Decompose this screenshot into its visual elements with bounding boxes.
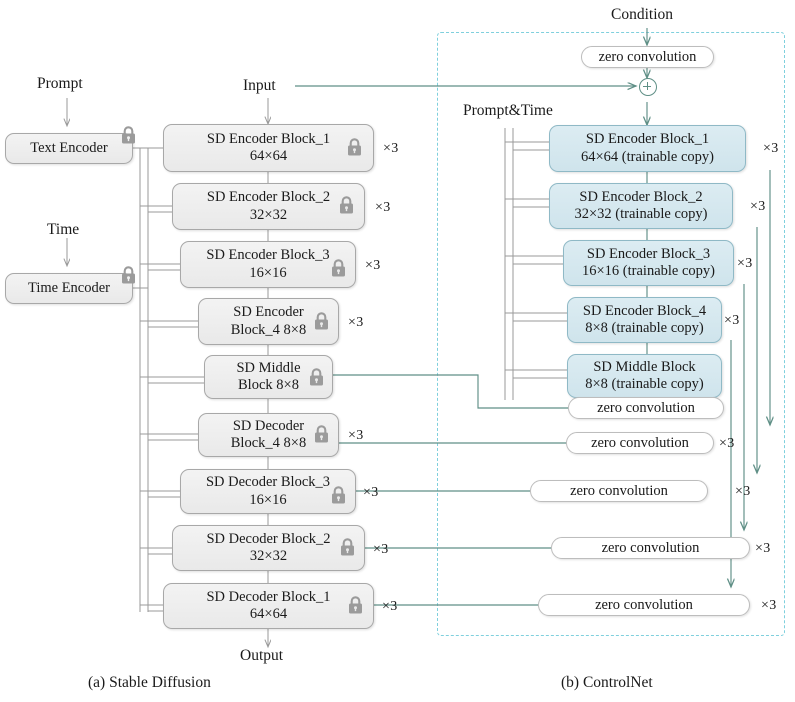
controlnet-region bbox=[437, 32, 785, 636]
caption-stable-diffusion: (a) Stable Diffusion bbox=[88, 674, 211, 691]
zero-conv-label: zero convolution bbox=[595, 596, 693, 613]
cn-encoder-block-1-repeat: ×3 bbox=[763, 141, 779, 156]
sd-encoder-block-4-repeat: ×3 bbox=[348, 315, 364, 330]
lock-icon bbox=[315, 425, 328, 443]
text-encoder-label: Text Encoder bbox=[30, 139, 108, 156]
block-title: SD Decoder Block_1 bbox=[206, 588, 331, 605]
block-size: 64×64 (trainable copy) bbox=[581, 148, 714, 165]
zero-conv-label: zero convolution bbox=[598, 48, 697, 65]
zero-conv-2-repeat: ×3 bbox=[735, 484, 751, 499]
time-encoder-label: Time Encoder bbox=[27, 279, 111, 296]
zero-conv-1[interactable]: zero convolution bbox=[566, 432, 714, 454]
sd-decoder-block-1-repeat: ×3 bbox=[382, 599, 398, 614]
block-size: 8×8 (trainable copy) bbox=[585, 376, 704, 392]
sd-decoder-block-3-repeat: ×3 bbox=[363, 485, 379, 500]
zero-conv-label: zero convolution bbox=[570, 482, 668, 499]
block-title: SD Encoder Block_3 bbox=[206, 247, 330, 264]
lock-icon bbox=[332, 259, 345, 277]
cn-encoder-block-3-repeat: ×3 bbox=[737, 256, 753, 271]
zero-conv-middle[interactable]: zero convolution bbox=[568, 397, 724, 419]
sd-encoder-block-2[interactable]: SD Encoder Block_2 32×32 bbox=[172, 183, 365, 230]
zero-conv-3[interactable]: zero convolution bbox=[551, 537, 750, 559]
block-title: SD Encoder Block_1 bbox=[585, 131, 710, 148]
add-junction-icon bbox=[639, 78, 657, 96]
cn-encoder-block-3[interactable]: SD Encoder Block_3 16×16 (trainable copy… bbox=[563, 240, 734, 286]
label-time: Time bbox=[47, 221, 80, 238]
zero-conv-3-repeat: ×3 bbox=[755, 541, 771, 556]
block-size: Block 8×8 bbox=[238, 377, 299, 393]
block-title: SD Encoder Block_3 bbox=[586, 245, 711, 262]
text-encoder-block[interactable]: Text Encoder bbox=[5, 133, 133, 164]
cn-encoder-block-4[interactable]: SD Encoder Block_4 8×8 (trainable copy) bbox=[567, 297, 722, 343]
lock-icon bbox=[122, 126, 135, 144]
lock-icon bbox=[122, 266, 135, 284]
block-size: 64×64 bbox=[249, 606, 288, 622]
block-size: 32×32 bbox=[249, 548, 288, 564]
sd-encoder-block-1-repeat: ×3 bbox=[383, 141, 399, 156]
zero-conv-label: zero convolution bbox=[591, 434, 689, 451]
sd-encoder-block-1[interactable]: SD Encoder Block_1 64×64 bbox=[163, 124, 374, 172]
block-title: SD Encoder Block_4 bbox=[582, 302, 707, 319]
zero-conv-label: zero convolution bbox=[597, 399, 695, 416]
sd-decoder-block-3[interactable]: SD Decoder Block_3 16×16 bbox=[180, 469, 356, 514]
block-title: SD Decoder bbox=[232, 417, 305, 434]
label-condition: Condition bbox=[611, 6, 674, 23]
block-title: SD Encoder Block_1 bbox=[206, 130, 331, 147]
label-output: Output bbox=[240, 647, 284, 664]
block-size: 16×16 bbox=[249, 491, 287, 508]
zero-conv-label: zero convolution bbox=[601, 539, 700, 556]
block-size: 16×16 (trainable copy) bbox=[582, 263, 715, 279]
block-size: 64×64 bbox=[249, 148, 288, 164]
block-title: SD Decoder Block_2 bbox=[206, 530, 331, 547]
cn-middle-block[interactable]: SD Middle Block 8×8 (trainable copy) bbox=[567, 354, 722, 398]
block-title: SD Encoder bbox=[233, 304, 304, 321]
zero-conv-1-repeat: ×3 bbox=[719, 436, 735, 451]
cn-encoder-block-4-repeat: ×3 bbox=[724, 313, 740, 328]
block-size: 8×8 (trainable copy) bbox=[585, 320, 704, 336]
zero-conv-2[interactable]: zero convolution bbox=[530, 480, 708, 502]
lock-icon bbox=[310, 368, 323, 386]
sd-decoder-block-2-repeat: ×3 bbox=[373, 542, 389, 557]
lock-icon bbox=[348, 138, 361, 156]
block-size: 16×16 bbox=[249, 264, 287, 281]
lock-icon bbox=[340, 196, 353, 214]
lock-icon bbox=[349, 596, 362, 614]
time-encoder-block[interactable]: Time Encoder bbox=[5, 273, 133, 304]
sd-decoder-block-1[interactable]: SD Decoder Block_1 64×64 bbox=[163, 583, 374, 629]
block-title: SD Middle Block bbox=[593, 358, 696, 375]
cn-encoder-block-2-repeat: ×3 bbox=[750, 199, 766, 214]
sd-encoder-block-3-repeat: ×3 bbox=[365, 258, 381, 273]
block-size: Block_4 8×8 bbox=[230, 435, 307, 451]
caption-controlnet: (b) ControlNet bbox=[561, 674, 653, 691]
zero-conv-4-repeat: ×3 bbox=[761, 598, 777, 613]
lock-icon bbox=[332, 486, 345, 504]
zero-conv-4[interactable]: zero convolution bbox=[538, 594, 750, 616]
block-title: SD Encoder Block_2 bbox=[206, 189, 331, 206]
label-input: Input bbox=[243, 77, 276, 94]
lock-icon bbox=[341, 538, 354, 556]
block-title: SD Middle bbox=[236, 359, 301, 376]
block-size: 32×32 (trainable copy) bbox=[574, 206, 708, 222]
cn-encoder-block-2[interactable]: SD Encoder Block_2 32×32 (trainable copy… bbox=[549, 183, 733, 229]
block-size: Block_4 8×8 bbox=[230, 321, 307, 338]
sd-encoder-block-3[interactable]: SD Encoder Block_3 16×16 bbox=[180, 241, 356, 288]
block-title: SD Decoder Block_3 bbox=[205, 474, 331, 491]
sd-encoder-block-2-repeat: ×3 bbox=[375, 200, 391, 215]
sd-decoder-block-2[interactable]: SD Decoder Block_2 32×32 bbox=[172, 525, 365, 571]
label-prompt: Prompt bbox=[37, 75, 83, 92]
cn-encoder-block-1[interactable]: SD Encoder Block_1 64×64 (trainable copy… bbox=[549, 125, 746, 172]
lock-icon bbox=[315, 312, 328, 330]
label-prompt-time: Prompt&Time bbox=[463, 102, 553, 119]
block-title: SD Encoder Block_2 bbox=[579, 188, 703, 205]
zero-conv-condition[interactable]: zero convolution bbox=[581, 46, 714, 68]
sd-decoder-block-4-repeat: ×3 bbox=[348, 428, 364, 443]
block-size: 32×32 bbox=[249, 206, 288, 223]
